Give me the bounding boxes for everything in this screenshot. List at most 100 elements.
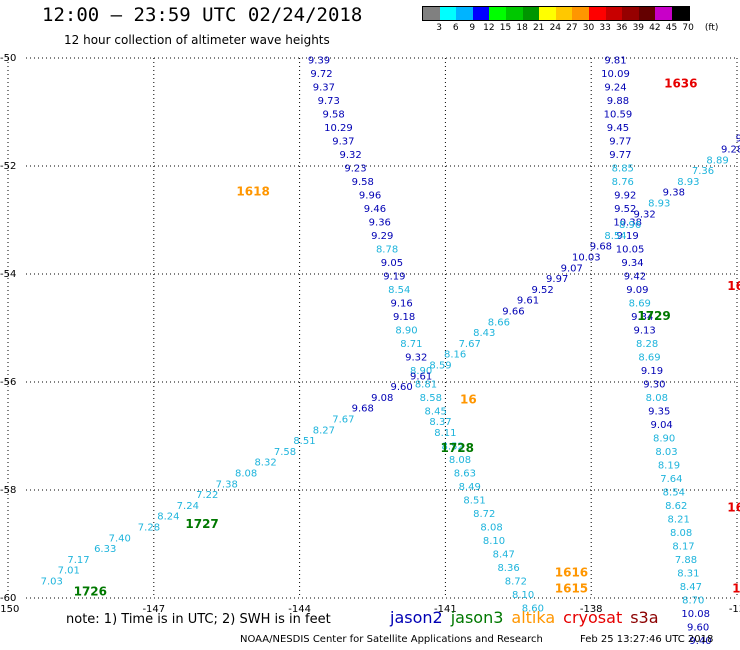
lon-tick-label: -150	[0, 604, 19, 615]
wave-height-value: 9.60	[391, 382, 413, 393]
wave-height-value: 8.17	[672, 541, 694, 552]
wave-height-value: 8.93	[648, 199, 670, 210]
wave-height-value: 9.88	[607, 96, 629, 107]
wave-height-value: 8.54	[388, 285, 410, 296]
color-scale-cell	[622, 7, 639, 20]
wave-height-value: 9.04	[651, 420, 673, 431]
wave-height-value: 9.28	[721, 145, 740, 156]
satellite-legend-jason3: jason3	[450, 608, 504, 627]
wave-height-value: 10.38	[613, 217, 642, 228]
wave-height-value: 8.72	[473, 509, 495, 520]
color-scale-label: 24	[549, 23, 562, 33]
color-scale-cell	[572, 7, 589, 20]
wave-height-value: 9.38	[663, 188, 685, 199]
wave-height-value: 8.62	[665, 501, 687, 512]
wave-height-value: 8.10	[483, 536, 505, 547]
wave-height-value: 9.05	[381, 258, 403, 269]
wave-height-value: 9.66	[502, 307, 524, 318]
wave-height-value: 8.54	[663, 487, 685, 498]
map-title: 12:00 — 23:59 UTC 02/24/2018	[42, 4, 363, 26]
wave-height-value: 8.90	[653, 433, 675, 444]
wave-height-value: 8.85	[612, 163, 634, 174]
wave-height-value: 9.92	[614, 190, 636, 201]
wave-height-value: 9.46	[364, 204, 386, 215]
wave-height-value: 8.66	[488, 317, 510, 328]
wave-height-value: 9.18	[393, 312, 415, 323]
wave-height-value: 8.08	[235, 469, 257, 480]
wave-height-value: 8.51	[463, 496, 485, 507]
wave-height-value: 9.37	[313, 82, 335, 93]
color-scale-bar	[422, 6, 690, 21]
wave-height-value: 9.34	[631, 312, 653, 323]
wave-height-value: 9.97	[546, 274, 568, 285]
wave-height-value: 9.32	[339, 150, 361, 161]
wave-height-value: 9.32	[634, 209, 656, 220]
color-scale-cell	[655, 7, 672, 20]
footer-note: note: 1) Time is in UTC; 2) SWH is in fe…	[66, 612, 331, 627]
wave-height-value: 9.45	[607, 123, 629, 134]
color-scale-cell	[555, 7, 573, 20]
pass-time-label: 1616	[555, 565, 588, 579]
wave-height-value: 9.19	[641, 366, 663, 377]
color-scale-cell	[539, 7, 556, 20]
wave-height-value: 9.60	[687, 622, 709, 633]
wave-height-value: 8.19	[658, 460, 680, 471]
pass-time-label: 1636	[664, 77, 697, 91]
pass-time-label: 1615	[555, 582, 588, 596]
satellite-legend-jason2: jason2	[390, 608, 443, 627]
wave-height-value: 8.76	[612, 177, 634, 188]
color-scale-label: 9	[469, 23, 476, 33]
color-scale-label: 21	[532, 23, 545, 33]
color-scale-label: 30	[582, 23, 595, 33]
wave-height-value: 9.34	[621, 258, 643, 269]
wave-height-value: 9.36	[369, 217, 391, 228]
axis-labels: -150 -147 -144 -141 -138 -13 -50 -52 -54 -56 -58 -6…	[0, 53, 740, 615]
wave-height-value: 8.32	[254, 458, 276, 469]
lon-tick-label: -138	[580, 604, 603, 615]
pass-time-label: 1	[732, 582, 740, 596]
wave-height-value: 10.08	[681, 609, 710, 620]
wave-height-value: 9.23	[344, 163, 366, 174]
pass-time-label: 16	[460, 393, 477, 407]
wave-height-value: 8.89	[706, 155, 728, 166]
color-scale-unit: (ft)	[704, 23, 719, 33]
color-scale-label: 18	[516, 23, 528, 33]
pass-time-label: 1727	[185, 517, 218, 531]
wave-height-value: 8.69	[638, 352, 660, 363]
wave-height-value: 9.61	[517, 296, 539, 307]
wave-height-value: 8.59	[429, 361, 451, 372]
color-scale-label: 39	[632, 23, 645, 33]
lat-tick-label: -54	[0, 269, 16, 280]
satellite-legend-cryosat: cryosat	[563, 608, 623, 627]
wave-height-value: 7.38	[216, 479, 238, 490]
wave-height-value: 8.31	[677, 568, 699, 579]
color-scale-label: 33	[599, 23, 611, 33]
wave-height-value: 9.81	[604, 55, 626, 66]
wave-height-value: 7.88	[675, 555, 697, 566]
wave-height-value: 8.08	[480, 523, 502, 534]
wave-height-value: 8.45	[425, 406, 447, 417]
wave-height-value: 9.72	[310, 69, 332, 80]
color-scale-label: 6	[452, 23, 459, 33]
lat-tick-label: -56	[0, 377, 16, 388]
wave-height-value: 9.19	[617, 231, 639, 242]
wave-height-value: 9.24	[604, 82, 626, 93]
wave-height-value: 10.59	[604, 109, 633, 120]
lon-tick-label: -13	[729, 604, 740, 615]
wave-height-value: 8.28	[636, 339, 658, 350]
wave-height-value: 10.05	[616, 244, 645, 255]
wave-height-value: 10.03	[572, 253, 601, 264]
color-scale-cell	[588, 7, 606, 20]
satellite-legend-s3a: s3a	[630, 608, 659, 627]
wave-height-value: 8.10	[512, 590, 534, 601]
wave-height-value: 8.71	[400, 339, 422, 350]
wave-height-color-scale: 3 6 9 12 15 18 21 24 27 30 33 36 39 42 45 70 (ft)	[422, 6, 718, 35]
wave-height-value: 9.09	[626, 285, 648, 296]
wave-height-value: 7.28	[138, 523, 160, 534]
color-scale-cell	[605, 7, 623, 20]
wave-height-value: 9.35	[648, 406, 670, 417]
wave-height-value: 7.24	[177, 501, 199, 512]
wave-height-value: 9.58	[322, 109, 344, 120]
wave-height-value: 8.90	[395, 325, 417, 336]
